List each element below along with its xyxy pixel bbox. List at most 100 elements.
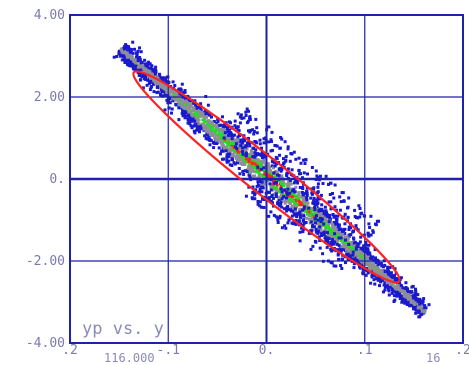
cloud-point <box>186 117 190 121</box>
cloud-point <box>193 131 197 135</box>
cloud-point <box>386 267 390 271</box>
cloud-point <box>369 256 372 260</box>
cloud-point <box>288 201 292 205</box>
cloud-point <box>353 256 357 260</box>
cloud-point <box>331 213 335 216</box>
cloud-point <box>189 117 193 121</box>
cloud-point <box>138 46 141 50</box>
cloud-point <box>233 147 237 151</box>
cloud-point <box>151 82 155 86</box>
cloud-point <box>305 194 309 197</box>
cloud-point <box>371 230 375 234</box>
cloud-point <box>358 215 362 219</box>
cloud-point <box>258 180 262 183</box>
cloud-point <box>398 281 402 285</box>
cloud-point <box>302 214 306 218</box>
cloud-point <box>424 306 428 310</box>
cloud-point <box>155 81 159 85</box>
cloud-point <box>368 260 372 264</box>
cloud-point <box>270 160 274 164</box>
cloud-point <box>279 166 283 170</box>
cloud-point <box>238 121 242 125</box>
cloud-point <box>306 201 310 205</box>
cloud-point <box>324 211 328 215</box>
cloud-point <box>364 255 368 259</box>
cloud-point <box>359 235 363 239</box>
cloud-point <box>312 187 315 191</box>
cloud-point <box>236 138 240 142</box>
cloud-point <box>320 207 324 211</box>
cloud-point <box>199 102 203 106</box>
cloud-point <box>284 159 288 163</box>
cloud-point <box>353 215 357 218</box>
cloud-point <box>212 131 216 135</box>
cloud-point <box>345 245 349 249</box>
cloud-point <box>136 65 140 69</box>
cloud-point <box>182 106 186 110</box>
cloud-point <box>132 59 136 63</box>
cloud-point <box>126 63 129 66</box>
cloud-point <box>371 268 375 272</box>
x-tick-label: .2 <box>62 343 78 358</box>
cloud-point <box>302 221 306 225</box>
cloud-point <box>117 49 121 53</box>
cloud-point <box>318 225 322 229</box>
cloud-point <box>230 164 234 167</box>
cloud-point <box>316 185 320 189</box>
cloud-point <box>329 231 333 235</box>
cloud-point <box>122 54 126 58</box>
cloud-point <box>319 216 323 220</box>
cloud-point <box>364 246 368 250</box>
cloud-point <box>406 289 409 292</box>
cloud-point <box>267 214 271 218</box>
cloud-point <box>305 216 309 220</box>
cloud-point <box>393 285 397 289</box>
cloud-point <box>251 174 255 178</box>
cloud-point <box>257 161 261 165</box>
cloud-point <box>216 138 220 142</box>
cloud-point <box>221 126 225 130</box>
cloud-point <box>324 216 328 220</box>
cloud-point <box>239 113 243 117</box>
cloud-point <box>145 83 149 87</box>
cloud-point <box>272 166 275 170</box>
cloud-point <box>314 169 318 173</box>
cloud-point <box>349 233 353 236</box>
cloud-point <box>245 141 249 145</box>
cloud-point <box>336 238 340 242</box>
cloud-point <box>358 207 362 210</box>
cloud-point <box>274 195 278 198</box>
cloud-point <box>320 234 323 237</box>
cloud-point <box>135 52 139 56</box>
cloud-point <box>327 224 331 228</box>
cloud-point <box>349 252 353 256</box>
cloud-point <box>314 212 317 216</box>
cloud-point <box>260 146 263 150</box>
cloud-point <box>324 225 328 229</box>
cloud-point <box>183 102 187 106</box>
cloud-point <box>333 229 337 233</box>
cloud-point <box>313 210 317 214</box>
cloud-point <box>260 185 264 189</box>
cloud-point <box>229 146 233 150</box>
cloud-point <box>324 174 328 178</box>
cloud-point <box>410 297 414 301</box>
y-tick-labels: 4.00 2.00 0. -2.00 -4.00 <box>26 8 65 351</box>
cloud-point <box>207 120 210 124</box>
cloud-point <box>310 191 314 195</box>
cloud-point <box>315 205 319 209</box>
cloud-point <box>297 191 301 195</box>
cloud-point <box>211 123 215 127</box>
cloud-point <box>146 69 150 73</box>
cloud-point <box>349 249 353 253</box>
cloud-point <box>165 75 169 79</box>
cloud-point <box>274 169 278 173</box>
cloud-point <box>416 293 420 297</box>
cloud-point <box>353 250 357 253</box>
cloud-point <box>120 58 124 62</box>
cloud-point <box>184 96 188 100</box>
cloud-point <box>262 206 266 209</box>
cloud-point <box>158 81 162 85</box>
cloud-point <box>421 303 425 307</box>
cloud-point <box>272 160 276 164</box>
